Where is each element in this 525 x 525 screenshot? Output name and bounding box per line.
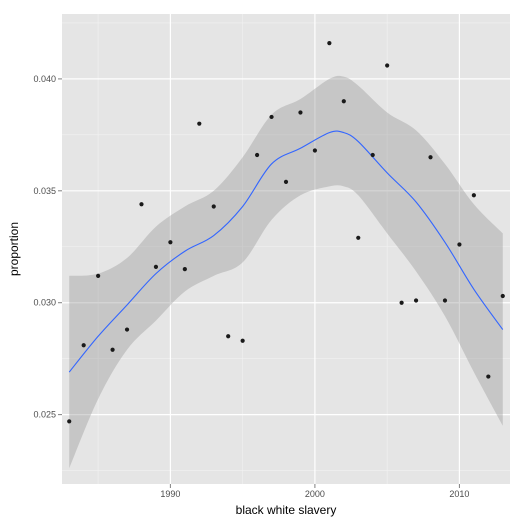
data-point [139,202,144,207]
data-point [312,148,318,153]
data-point [81,343,86,348]
data-point [226,334,231,339]
x-axis: 1990 2000 2010 [160,484,469,499]
x-tick-label: 2010 [449,489,469,499]
data-points [67,40,505,424]
data-point [486,374,491,379]
x-axis-title: black white slavery [236,503,337,517]
y-tick-label: 0.035 [33,186,56,196]
data-point [341,99,346,104]
y-tick-label: 0.040 [33,74,56,84]
data-point [471,193,476,198]
data-point [399,300,404,305]
smooth-trend-line [68,130,504,373]
x-tick-label: 1990 [160,489,180,499]
major-gridlines [62,14,510,484]
data-point [370,152,375,158]
data-point [385,63,390,68]
data-point [356,235,361,240]
data-point [283,179,289,184]
data-point [428,155,433,160]
data-point [211,204,216,209]
data-point [442,298,448,303]
data-point [413,298,419,303]
y-axis-title: proportion [7,222,21,276]
data-point [197,121,202,126]
y-axis: 0.025 0.030 0.035 0.040 [33,74,62,420]
data-point [96,273,101,278]
data-point [124,327,130,332]
data-point [254,152,260,158]
y-tick-label: 0.030 [33,298,56,308]
data-point [298,110,303,115]
data-point [67,419,72,424]
plot-panel [62,14,510,484]
data-point [327,40,332,46]
data-point [269,114,274,120]
data-point [110,347,115,352]
data-point [500,293,505,299]
data-point [240,338,245,343]
panel-background [62,14,510,484]
y-tick-label: 0.025 [33,410,56,420]
x-tick-label: 2000 [305,489,325,499]
data-point [457,242,462,247]
data-point [153,264,159,270]
data-point [168,240,173,245]
confidence-band [69,75,503,469]
minor-gridlines [62,14,510,484]
data-point [182,267,187,272]
